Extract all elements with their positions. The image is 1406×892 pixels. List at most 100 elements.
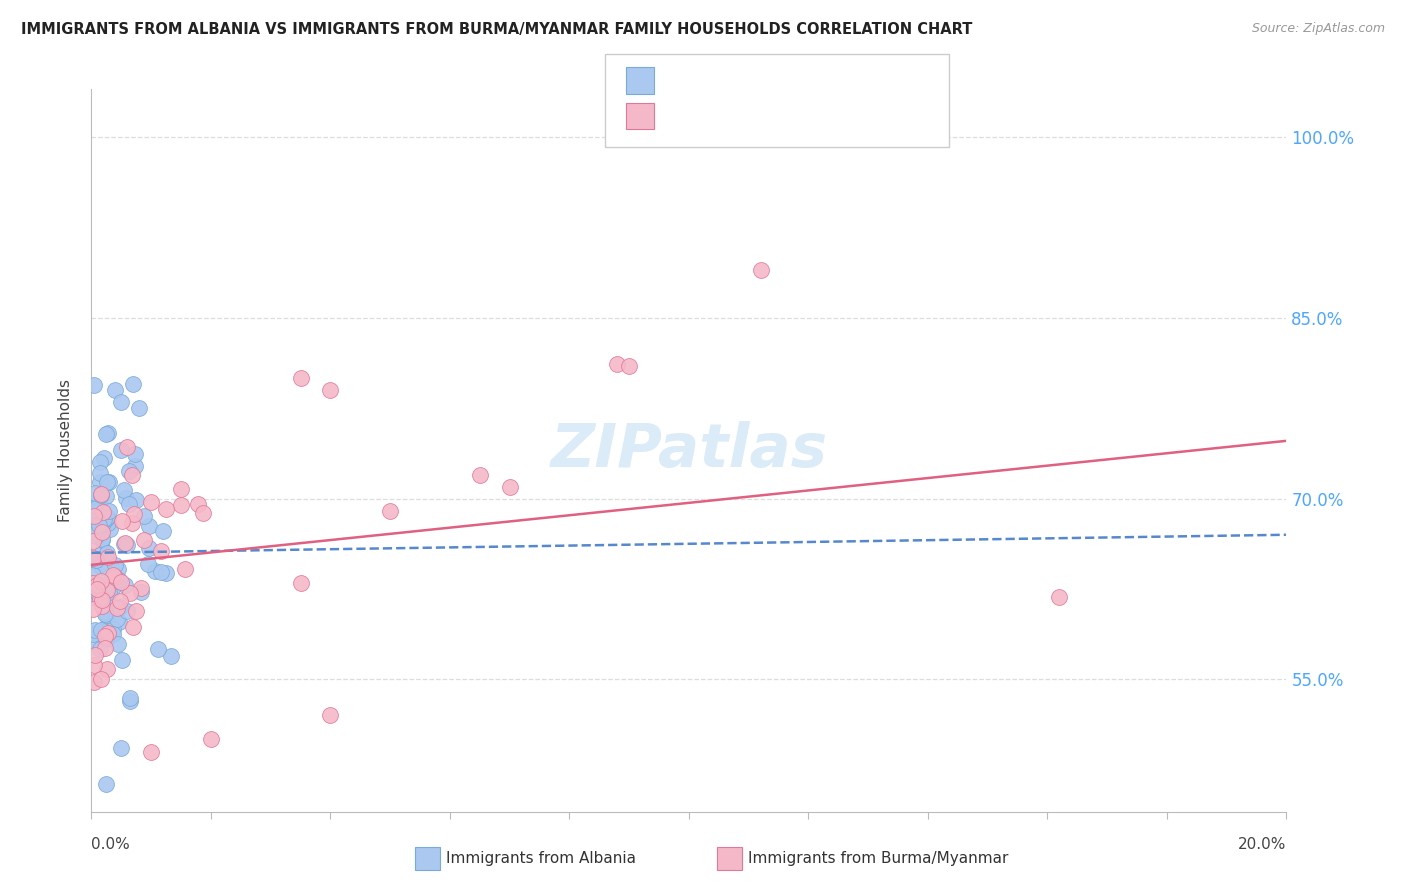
Point	[82, 528, 104, 542]
Point	[380, 504, 402, 518]
Text: 0.318: 0.318	[707, 109, 761, 123]
Point	[96, 516, 118, 531]
Point	[93, 512, 115, 526]
Point	[111, 653, 134, 667]
Point	[83, 377, 105, 392]
Point	[155, 566, 177, 580]
Point	[499, 480, 522, 494]
Point	[98, 584, 121, 599]
Text: Immigrants from Burma/Myanmar: Immigrants from Burma/Myanmar	[748, 851, 1008, 865]
Point	[110, 514, 132, 528]
Point	[94, 583, 117, 598]
Point	[82, 577, 104, 591]
Point	[138, 541, 160, 555]
Point	[89, 641, 111, 656]
Point	[173, 562, 195, 576]
Point	[606, 357, 628, 371]
Point	[96, 475, 118, 490]
Point	[122, 507, 145, 521]
Point	[122, 620, 145, 634]
Point	[136, 558, 159, 572]
Point	[112, 536, 135, 550]
Point	[89, 585, 111, 599]
Point	[82, 590, 104, 604]
Text: R =: R =	[665, 109, 699, 123]
Point	[155, 502, 177, 516]
Point	[96, 632, 118, 646]
Point	[90, 487, 112, 501]
Point	[290, 576, 312, 591]
Point	[120, 694, 142, 708]
Point	[191, 506, 214, 520]
Text: 20.0%: 20.0%	[1239, 837, 1286, 852]
Point	[90, 525, 112, 540]
Point	[94, 620, 117, 634]
Point	[93, 450, 115, 465]
Point	[124, 447, 146, 461]
Point	[90, 592, 112, 607]
Text: N =: N =	[769, 73, 803, 87]
Point	[110, 395, 132, 409]
Point	[129, 582, 152, 596]
Point	[290, 371, 312, 385]
Point	[98, 475, 121, 490]
Point	[94, 427, 117, 442]
Point	[90, 623, 112, 637]
Point	[91, 543, 114, 558]
Point	[97, 625, 120, 640]
Text: 0.028: 0.028	[707, 73, 755, 87]
Point	[86, 504, 108, 518]
Point	[93, 605, 115, 619]
Point	[125, 492, 148, 507]
Point	[96, 510, 118, 524]
Point	[145, 564, 167, 578]
Point	[134, 533, 156, 548]
Point	[108, 573, 131, 587]
Point	[91, 560, 114, 574]
Point	[93, 607, 115, 621]
Point	[96, 663, 118, 677]
Point	[84, 529, 107, 543]
Point	[87, 587, 110, 601]
Point	[132, 508, 155, 523]
Point	[90, 487, 112, 501]
Text: IMMIGRANTS FROM ALBANIA VS IMMIGRANTS FROM BURMA/MYANMAR FAMILY HOUSEHOLDS CORRE: IMMIGRANTS FROM ALBANIA VS IMMIGRANTS FR…	[21, 22, 973, 37]
Point	[115, 539, 138, 553]
Point	[619, 359, 641, 373]
Point	[148, 642, 170, 657]
Point	[107, 562, 129, 576]
Point	[93, 625, 115, 640]
Text: Source: ZipAtlas.com: Source: ZipAtlas.com	[1251, 22, 1385, 36]
Point	[87, 497, 110, 511]
Point	[114, 578, 136, 592]
Point	[141, 495, 163, 509]
Point	[90, 532, 112, 546]
Point	[98, 504, 121, 518]
Point	[150, 544, 173, 558]
Point	[104, 569, 127, 583]
Point	[108, 600, 131, 615]
Point	[84, 486, 107, 500]
Point	[89, 455, 111, 469]
Point	[87, 558, 110, 573]
Point	[103, 622, 125, 636]
Point	[110, 740, 132, 755]
Point	[107, 637, 129, 651]
Point	[105, 612, 128, 626]
Point	[89, 467, 111, 481]
Point	[104, 558, 127, 573]
Point	[91, 599, 114, 613]
Point	[96, 546, 118, 560]
Point	[91, 533, 114, 548]
Point	[138, 519, 160, 533]
Point	[118, 497, 141, 511]
Point	[89, 518, 111, 533]
Point	[170, 498, 193, 512]
Point	[149, 566, 172, 580]
Point	[82, 601, 104, 615]
Point	[141, 745, 163, 759]
Point	[107, 615, 129, 629]
Point	[160, 648, 183, 663]
Point	[101, 627, 124, 641]
Point	[105, 601, 128, 615]
